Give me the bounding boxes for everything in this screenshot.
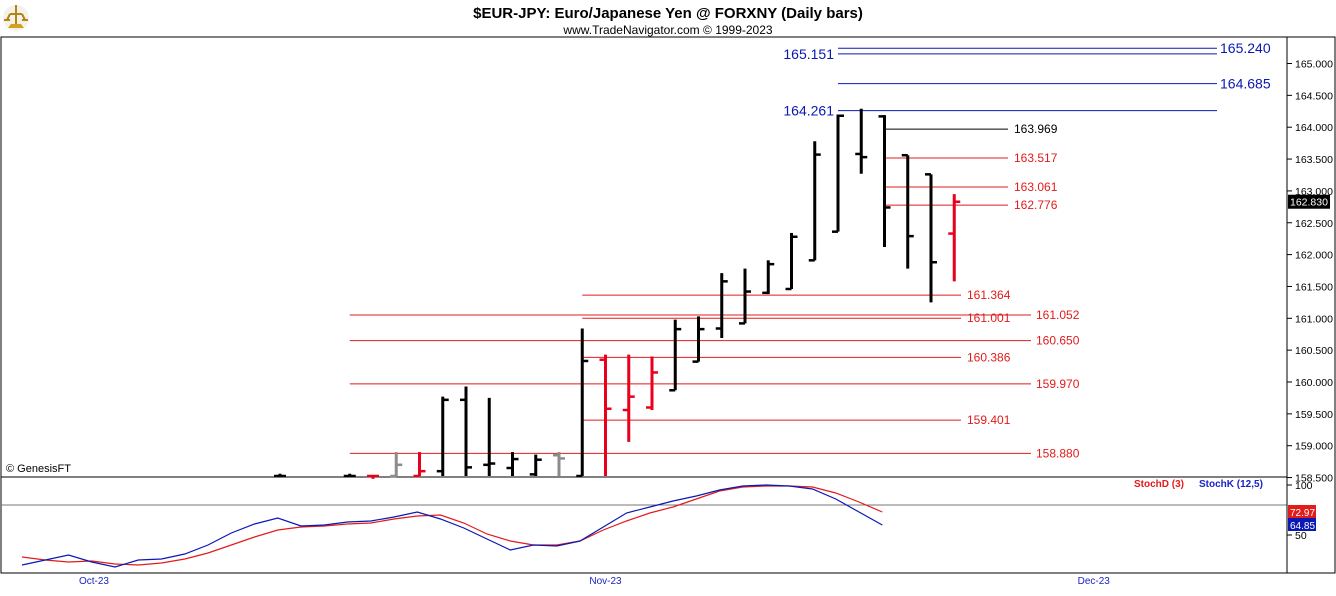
last-price-label: 162.830 <box>1290 197 1328 209</box>
stoch-series-line <box>21 484 883 568</box>
projection-label: 163.061 <box>1014 180 1058 194</box>
ohlc-bar <box>901 153 914 269</box>
ohlc-bar <box>832 114 844 233</box>
ohlc-bar <box>529 454 542 476</box>
price-y-tick-label: 159.500 <box>1295 409 1333 421</box>
projection-label: 165.151 <box>783 46 834 62</box>
price-y-tick-label: 162.500 <box>1295 218 1333 230</box>
ohlc-bar <box>436 396 449 476</box>
ohlc-bar <box>274 473 286 478</box>
ohlc-bar <box>483 397 496 476</box>
projection-label: 163.517 <box>1014 151 1058 165</box>
chart-title: $EUR-JPY: Euro/Japanese Yen @ FORXNY (Da… <box>473 5 863 22</box>
ohlc-bar <box>785 232 798 291</box>
ohlc-bar <box>367 474 379 479</box>
projection-label: 165.240 <box>1220 40 1271 56</box>
last-price-marker <box>1288 194 1330 209</box>
stoch-y-tick-label: 100 <box>1295 480 1313 492</box>
stoch-y-tick-label: 50 <box>1295 530 1307 542</box>
ohlc-bar <box>553 452 565 476</box>
logo-icon <box>3 5 29 31</box>
ohlc-bar <box>808 141 821 262</box>
price-y-tick-label: 163.500 <box>1295 154 1333 166</box>
stoch-series-line <box>21 485 883 566</box>
projection-label: 160.386 <box>967 350 1011 364</box>
stoch-last-marker <box>1288 505 1316 518</box>
ohlc-bar <box>855 108 868 174</box>
price-y-tick-label: 161.500 <box>1295 281 1333 293</box>
stoch-last-marker <box>1288 518 1316 531</box>
x-axis-label: Nov-23 <box>589 576 622 587</box>
price-y-tick-label: 160.000 <box>1295 377 1333 389</box>
price-y-tick-label: 161.000 <box>1295 313 1333 325</box>
x-axis-label: Dec-23 <box>1078 576 1111 587</box>
projection-label: 161.001 <box>967 311 1011 325</box>
ohlc-bar <box>762 260 775 295</box>
projection-label: 158.880 <box>1036 446 1080 460</box>
projection-label: 162.776 <box>1014 198 1058 212</box>
ohlc-bar <box>343 473 356 478</box>
projection-label: 161.364 <box>967 288 1011 302</box>
projection-label: 161.052 <box>1036 308 1080 322</box>
stochastic-layer: 50 100 72.97 64.85 StochD (3) StochK (12,5) <box>1 479 1316 568</box>
projection-label: 160.650 <box>1036 334 1080 348</box>
ohlc-bar <box>413 452 426 478</box>
ohlc-bar <box>878 115 891 247</box>
price-layer: 158.500 159.000 159.500 160.000 160.500 161.0… <box>79 40 1333 587</box>
projection-label: 159.401 <box>967 413 1011 427</box>
projection-label: 159.970 <box>1036 377 1080 391</box>
legend-stoch-k: StochK (12,5) <box>1199 479 1263 490</box>
y-axis-area <box>1287 37 1335 573</box>
chart-subtitle: www.TradeNavigator.com © 1999-2023 <box>562 23 772 37</box>
price-y-tick-label: 165.000 <box>1295 59 1333 71</box>
price-y-tick-label: 164.000 <box>1295 122 1333 134</box>
ohlc-bar <box>506 452 519 476</box>
stoch-last-label: 72.97 <box>1290 508 1315 519</box>
price-y-tick-label: 158.500 <box>1295 473 1333 485</box>
ohlc-bar <box>622 354 635 442</box>
projection-label: 164.685 <box>1220 76 1271 92</box>
projection-label: 164.261 <box>783 103 834 119</box>
price-y-tick-label: 159.000 <box>1295 441 1333 453</box>
ohlc-bar <box>739 268 751 325</box>
projection-label: 163.969 <box>1014 122 1058 136</box>
price-y-tick-label: 164.500 <box>1295 90 1333 102</box>
ohlc-bar <box>576 328 589 478</box>
ohlc-bar <box>646 356 658 411</box>
ohlc-bar <box>390 452 403 478</box>
price-y-tick-label: 160.500 <box>1295 345 1333 357</box>
legend-stoch-d: StochD (3) <box>1134 479 1184 490</box>
ohlc-bar <box>925 173 937 303</box>
price-y-tick-label: 162.000 <box>1295 250 1333 262</box>
ohlc-bar <box>715 273 728 339</box>
ohlc-bar <box>599 354 612 476</box>
price-pane <box>0 36 1288 478</box>
stochastic-pane <box>0 476 1288 574</box>
ohlc-bar <box>460 386 472 476</box>
stoch-last-label: 64.85 <box>1290 521 1315 532</box>
ohlc-bar <box>669 319 682 392</box>
x-axis-label: Oct-23 <box>79 576 109 587</box>
ohlc-bar <box>692 316 705 363</box>
watermark-text: © GenesisFT <box>6 463 71 475</box>
ohlc-bar <box>948 194 961 282</box>
